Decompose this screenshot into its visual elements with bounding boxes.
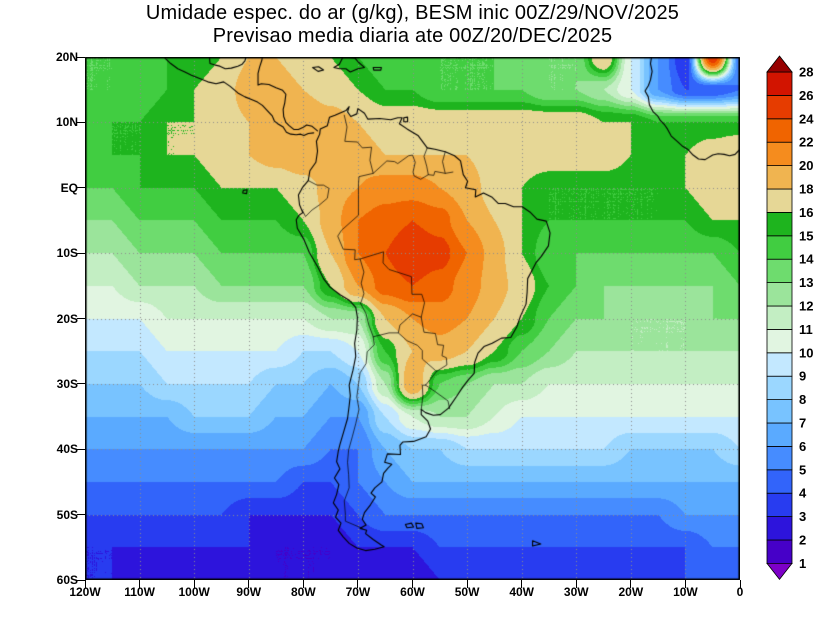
colorbar-label: 22 [799,135,813,150]
colorbar-label: 15 [799,228,813,243]
colorbar-bottom-arrow [766,563,793,581]
lon-tickmark [739,580,741,588]
lat-tickmark [77,579,85,581]
colorbar-label: 3 [799,509,806,524]
colorbar-label: 2 [799,533,806,548]
lat-tick-label: 20N [55,50,78,64]
colorbar-top-arrow [766,55,793,73]
lat-tickmark [77,121,85,123]
lon-tick-label: 90W [236,585,262,599]
colorbar-band [766,516,793,541]
colorbar-band [766,95,793,120]
colorbar-band [766,118,793,143]
lon-tick-label: 70W [345,585,371,599]
colorbar-label: 12 [799,299,813,314]
lon-tickmark [248,580,250,588]
figure-title: Umidade espec. do ar (g/kg), BESM inic 0… [0,2,825,48]
lon-tick-label: 50W [454,585,480,599]
colorbar-label: 28 [799,65,813,80]
colorbar-band [766,235,793,260]
colorbar-label: 24 [799,111,814,126]
colorbar-label: 6 [799,439,806,454]
colorbar-band [766,539,793,564]
colorbar-label: 18 [799,182,813,197]
colorbar-band [766,469,793,494]
lon-tickmark [357,580,359,588]
lat-tick-label: 60S [56,573,78,587]
colorbar-band [766,399,793,424]
lon-tickmark [193,580,195,588]
lon-tick-label: 0 [736,585,744,599]
colorbar-band [766,211,793,237]
colorbar-band [766,282,793,307]
colorbar-band [766,141,793,166]
lon-tick-label: 100W [178,585,210,599]
colorbar-band [766,352,793,377]
lat-tickmark [77,56,85,58]
lat-tick-label: EQ [60,180,78,195]
colorbar-band [766,422,793,447]
colorbar-label: 16 [799,205,813,220]
lon-tickmark [302,580,304,588]
lon-tick-label: 10W [673,585,698,599]
humidity-heatmap-canvas [85,57,740,580]
lon-tick-label: 120W [69,585,101,599]
colorbar-band [766,258,793,283]
lon-tick-label: 30W [563,585,589,599]
colorbar-label: 11 [799,322,813,337]
lat-tickmark [77,318,85,319]
lon-tick-label: 80W [290,585,316,599]
lat-tickmark [77,187,85,189]
lat-tick-label: 10S [56,246,78,261]
colorbar-band [766,375,793,401]
colorbar-label: 14 [799,252,814,267]
colorbar-band [766,445,793,471]
lon-tickmark [521,580,523,588]
colorbar-band [766,165,793,190]
colorbar-band [766,328,793,354]
colorbar: 28 26 24 22 20 18 16 15 14 13 12 11 10 9 8 7 6 5 4 3 2 1 [766,55,814,581]
colorbar-band [766,305,793,330]
lon-tickmark [139,580,141,588]
colorbar-label: 10 [799,345,813,360]
colorbar-label: 7 [799,416,806,431]
colorbar-band [766,71,793,96]
colorbar-band [766,492,793,518]
lat-tickmark [77,514,85,516]
colorbar-label: 4 [799,486,807,501]
title-line2: Previsao media diaria ate 00Z/20/DEC/202… [212,25,613,47]
colorbar-label: 5 [799,462,806,477]
colorbar-label: 20 [799,158,813,173]
lon-tickmark [84,580,86,588]
colorbar-label: 1 [799,556,806,571]
colorbar-label: 13 [799,275,813,290]
lat-tickmark [77,383,85,385]
lon-tickmark [466,580,468,588]
colorbar-label: 26 [799,88,813,103]
colorbar-band [766,188,793,213]
colorbar-label: 8 [799,392,806,407]
lat-tick-label: 10N [55,115,78,130]
title-line1: Umidade espec. do ar (g/kg), BESM inic 0… [145,2,680,24]
lon-tickmark [575,580,577,588]
lon-tick-label: 110W [124,585,155,599]
lon-tick-label: 40W [509,585,534,599]
lon-tick-label: 60W [400,585,425,599]
lon-tickmark [684,580,686,588]
colorbar-label: 9 [799,369,806,384]
lon-tickmark [630,580,632,588]
lat-tickmark [77,448,85,450]
lat-tick-label: 40S [56,442,78,457]
lon-tickmark [412,580,413,588]
lon-tick-label: 20W [618,585,644,599]
lat-tick-label: 30S [56,376,78,391]
lat-tick-label: 50S [56,507,78,522]
lat-tick-label: 20S [56,311,78,326]
lat-tickmark [77,252,85,254]
